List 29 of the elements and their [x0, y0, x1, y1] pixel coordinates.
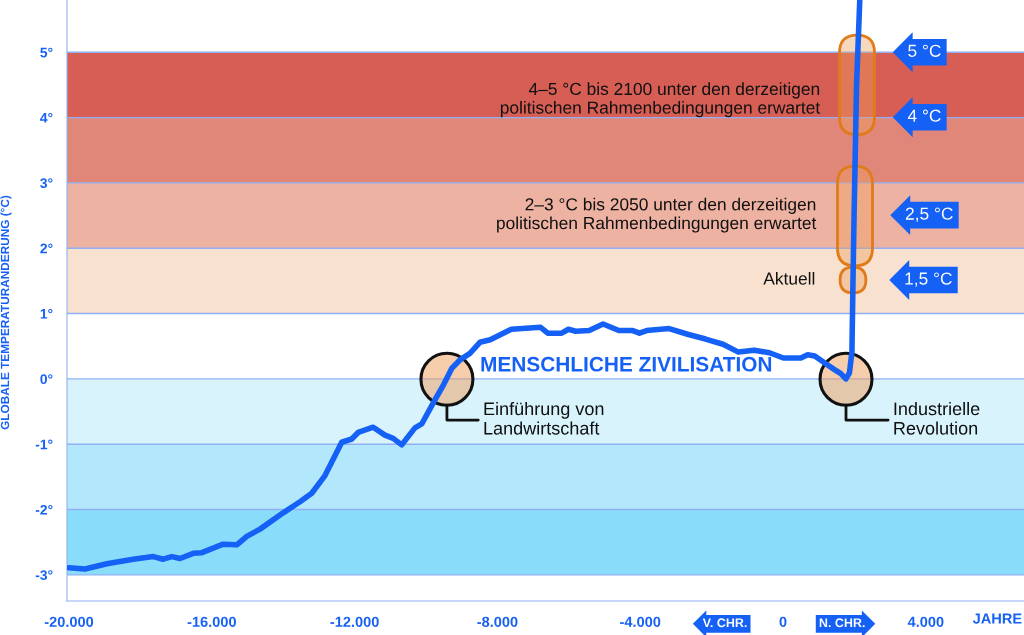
y-tick-label: 2°: [40, 243, 53, 254]
x-tick-label: 0: [779, 616, 787, 627]
x-tick-label: 4.000: [907, 616, 944, 627]
y-tick-label: 5°: [40, 47, 53, 58]
y-tick-label: -2°: [35, 504, 53, 515]
annotation: 1,5 °C: [905, 272, 952, 287]
annotation: 4–5 °C bis 2100 unter den derzeitigen politischen Rahmenbedingungen erwartet: [500, 82, 821, 118]
annotation: Industrielle Revolution: [894, 401, 980, 435]
y-tick-label: -1°: [35, 439, 53, 450]
x-tick-label: -8.000: [477, 616, 518, 627]
annotation: Einführung von Landwirtschaft: [484, 401, 604, 435]
y-tick-label: -3°: [35, 570, 53, 581]
x-tick-label: -20.000: [44, 616, 94, 627]
text: N. CHR.: [819, 618, 865, 628]
x-tick-label: -4.000: [620, 616, 661, 627]
text: V. CHR.: [702, 618, 747, 628]
y-tick-label: 0°: [40, 374, 53, 385]
y-tick-label: 1°: [40, 308, 53, 319]
annotation: 2,5 °C: [905, 207, 953, 222]
x-tick-label: -12.000: [330, 616, 379, 627]
y-tick-label: 4°: [40, 112, 53, 123]
x-tick-label: -16.000: [187, 616, 236, 627]
annotation: Aktuell: [763, 271, 815, 285]
annotation: 4 °C: [907, 109, 941, 122]
annotation: 2–3 °C bis 2050 unter den derzeitigen politischen Rahmenbedingungen erwartet: [497, 197, 817, 233]
annotation: MENSCHLICHE ZIVILISATION: [481, 356, 772, 372]
y-tick-label: 3°: [40, 178, 53, 189]
x-axis-title: JAHRE: [972, 613, 1022, 624]
annotation: 5 °C: [908, 44, 941, 57]
